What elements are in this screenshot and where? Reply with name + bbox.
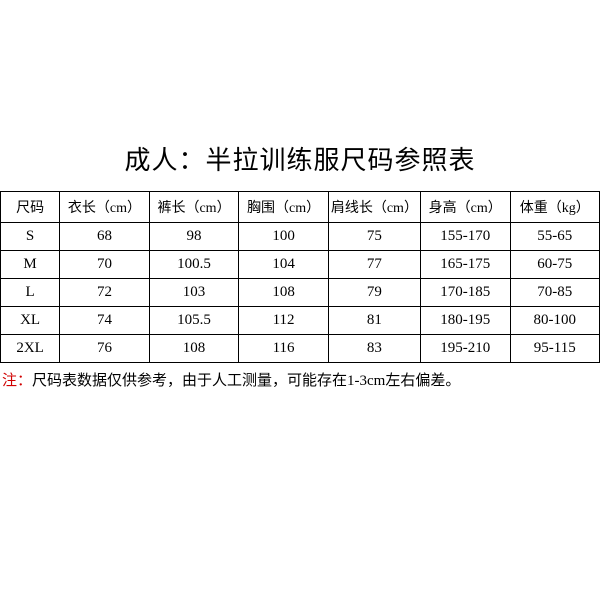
cell-value: 103 (149, 279, 239, 307)
cell-value: 112 (239, 307, 329, 335)
cell-size: XL (1, 307, 60, 335)
table-header-row: 尺码 衣长（cm） 裤长（cm） 胸围（cm） 肩线长（cm） 身高（cm） 体… (1, 192, 600, 223)
note-text: 尺码表数据仅供参考，由于人工测量，可能存在1-3cm左右偏差。 (32, 373, 460, 389)
cell-value: 180-195 (420, 307, 510, 335)
table-row: 2XL 76 108 116 83 195-210 95-115 (1, 335, 600, 363)
cell-value: 195-210 (420, 335, 510, 363)
cell-value: 76 (60, 335, 150, 363)
cell-value: 55-65 (510, 223, 600, 251)
cell-size: S (1, 223, 60, 251)
size-chart-container: 成人：半拉训练服尺码参照表 尺码 衣长（cm） 裤长（cm） 胸围（cm） 肩线… (0, 140, 600, 390)
cell-size: M (1, 251, 60, 279)
table-row: S 68 98 100 75 155-170 55-65 (1, 223, 600, 251)
table-row: XL 74 105.5 112 81 180-195 80-100 (1, 307, 600, 335)
cell-value: 116 (239, 335, 329, 363)
cell-value: 95-115 (510, 335, 600, 363)
cell-size: L (1, 279, 60, 307)
cell-value: 72 (60, 279, 150, 307)
cell-value: 68 (60, 223, 150, 251)
cell-value: 98 (149, 223, 239, 251)
chart-title: 成人：半拉训练服尺码参照表 (0, 140, 600, 177)
cell-value: 79 (328, 279, 420, 307)
cell-value: 165-175 (420, 251, 510, 279)
col-header-length: 衣长（cm） (60, 192, 150, 223)
table-row: L 72 103 108 79 170-185 70-85 (1, 279, 600, 307)
col-header-pants: 裤长（cm） (149, 192, 239, 223)
cell-value: 108 (239, 279, 329, 307)
cell-value: 170-185 (420, 279, 510, 307)
cell-value: 155-170 (420, 223, 510, 251)
cell-value: 70-85 (510, 279, 600, 307)
cell-value: 74 (60, 307, 150, 335)
col-header-height: 身高（cm） (420, 192, 510, 223)
table-row: M 70 100.5 104 77 165-175 60-75 (1, 251, 600, 279)
col-header-shoulder: 肩线长（cm） (328, 192, 420, 223)
cell-value: 81 (328, 307, 420, 335)
cell-value: 77 (328, 251, 420, 279)
note-label: 注： (2, 373, 32, 389)
col-header-chest: 胸围（cm） (239, 192, 329, 223)
cell-value: 80-100 (510, 307, 600, 335)
cell-value: 70 (60, 251, 150, 279)
size-table: 尺码 衣长（cm） 裤长（cm） 胸围（cm） 肩线长（cm） 身高（cm） 体… (0, 191, 600, 363)
cell-value: 100.5 (149, 251, 239, 279)
cell-value: 83 (328, 335, 420, 363)
table-body: S 68 98 100 75 155-170 55-65 M 70 100.5 … (1, 223, 600, 363)
cell-value: 60-75 (510, 251, 600, 279)
cell-value: 75 (328, 223, 420, 251)
cell-size: 2XL (1, 335, 60, 363)
cell-value: 108 (149, 335, 239, 363)
cell-value: 100 (239, 223, 329, 251)
note-line: 注：尺码表数据仅供参考，由于人工测量，可能存在1-3cm左右偏差。 (0, 369, 600, 390)
col-header-weight: 体重（kg） (510, 192, 600, 223)
col-header-size: 尺码 (1, 192, 60, 223)
cell-value: 104 (239, 251, 329, 279)
cell-value: 105.5 (149, 307, 239, 335)
